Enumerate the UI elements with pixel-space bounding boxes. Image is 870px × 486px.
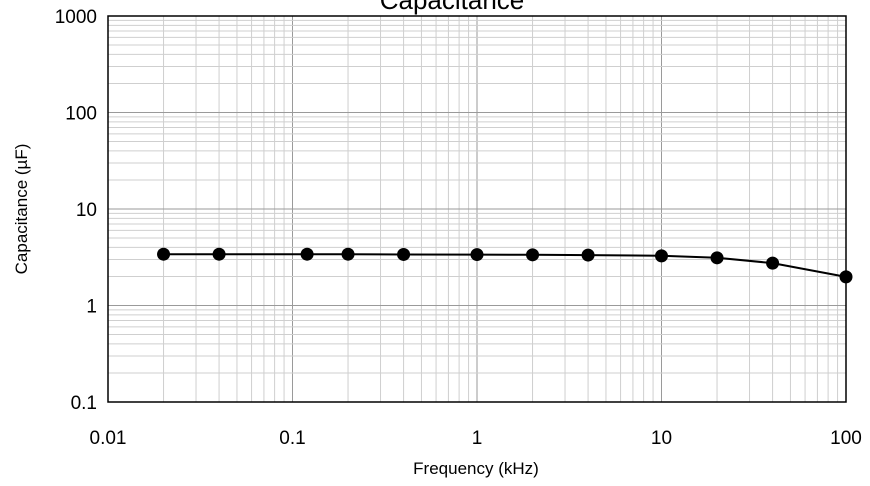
data-point [341, 247, 355, 261]
x-tick-label: 0.01 [90, 428, 127, 449]
x-tick-labels: 0.01 0.1 1 10 100 [90, 428, 862, 449]
data-point [581, 248, 595, 262]
data-point [300, 247, 314, 261]
data-point [839, 270, 853, 284]
series-capacitance [157, 247, 853, 284]
y-tick-label: 1000 [55, 7, 97, 28]
x-tick-label: 100 [830, 428, 862, 449]
data-point [655, 249, 668, 263]
data-point [157, 247, 171, 261]
y-axis-title: Capacitance (µF) [12, 144, 31, 275]
x-tick-label: 0.1 [279, 428, 305, 449]
y-tick-label: 0.1 [71, 393, 97, 414]
y-tick-label: 100 [65, 104, 97, 125]
data-point [710, 251, 724, 265]
x-tick-label: 10 [651, 428, 672, 449]
data-point [212, 247, 226, 261]
chart-title: Capacitance [380, 0, 525, 15]
series-line [163, 253, 847, 278]
x-axis-title: Frequency (kHz) [413, 459, 539, 478]
data-point [526, 248, 540, 262]
data-point [470, 248, 484, 262]
y-tick-label: 1 [86, 297, 97, 318]
y-tick-labels: 0.1 1 10 100 1000 [55, 7, 97, 414]
plot-frame [107, 15, 847, 403]
data-point [397, 247, 411, 261]
data-point [766, 256, 780, 270]
x-tick-label: 1 [472, 428, 483, 449]
grid [108, 16, 846, 402]
y-tick-label: 10 [76, 200, 97, 221]
